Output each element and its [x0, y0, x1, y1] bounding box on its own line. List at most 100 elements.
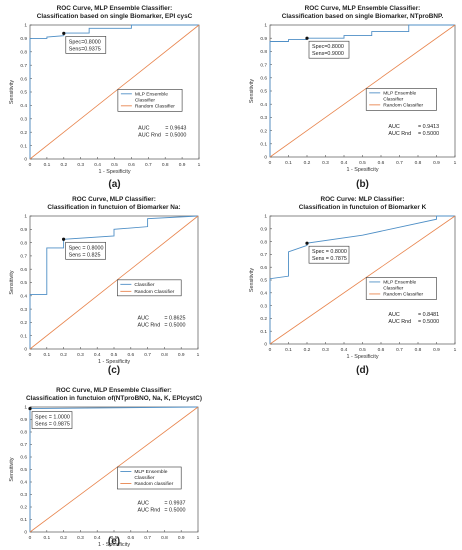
chart-title: ROC Curve, MLP Ensemble Classifier: [305, 5, 421, 12]
auc-value: = 0.8481 [418, 312, 439, 318]
random-classifier-line [29, 24, 200, 160]
y-tick-label: 0.4 [260, 291, 267, 297]
y-tick-label: 0 [264, 155, 267, 161]
x-tick-label: 1 [198, 162, 201, 168]
panel-caption: (b) [356, 179, 369, 190]
annotation-box [308, 245, 350, 264]
x-tick-label: 0.8 [161, 352, 168, 358]
y-tick-label: 0.6 [20, 76, 27, 82]
x-tick-label: 0 [29, 352, 32, 358]
chart-subtitle: Classification in functuion of(NTproBNO,… [26, 395, 202, 402]
y-tick-label: 0.3 [20, 492, 27, 498]
y-tick-label: 0.1 [260, 329, 267, 335]
y-tick-label: 0.4 [260, 102, 267, 108]
x-tick-label: 0.5 [111, 352, 118, 358]
auc-rnd-value: = 0.5000 [418, 319, 439, 325]
auc-rnd-label: AUC Rnd [388, 131, 411, 137]
annotation-sens: Sens = 0.9875 [35, 422, 70, 428]
x-tick-label: 0.4 [94, 535, 101, 541]
y-tick-label: 0.4 [20, 294, 27, 300]
legend-box [117, 279, 182, 297]
x-tick-label: 0.9 [178, 535, 185, 541]
roc-panel-1: ROC Curve, MLP Ensemble Classifier:Class… [9, 5, 201, 190]
y-tick-label: 0.9 [260, 227, 267, 233]
x-tick-label: 0.4 [94, 352, 101, 358]
y-tick-label: 0 [24, 157, 27, 163]
auc-rnd-label: AUC Rnd [388, 319, 411, 325]
x-axis-label: 1 - Spesificity [346, 167, 378, 173]
y-tick-label: 0.9 [260, 36, 267, 42]
y-tick-label: 0.4 [20, 103, 27, 109]
x-tick-label: 0.5 [111, 535, 118, 541]
y-tick-label: 0.7 [260, 62, 267, 68]
legend-box [365, 277, 437, 300]
auc-label: AUC [388, 124, 399, 130]
x-tick-label: 0.8 [162, 162, 169, 168]
x-tick-label: 0.7 [145, 162, 152, 168]
y-tick-label: 0.6 [20, 455, 27, 461]
chart-subtitle: Classification based on single Biomarker… [37, 13, 193, 20]
auc-rnd-value: = 0.5000 [165, 133, 186, 139]
x-tick-label: 0.6 [378, 347, 385, 353]
auc-label: AUC [138, 501, 149, 507]
y-tick-label: 0.3 [260, 115, 267, 121]
y-axis-label: Sensitivity [9, 270, 15, 295]
auc-rnd-label: AUC Rnd [138, 133, 161, 139]
x-tick-label: 0.7 [396, 347, 403, 353]
y-axis-label: Sensitivity [9, 80, 15, 105]
chart-title: ROC Curve, MLP Classifier: [72, 196, 156, 203]
x-tick-label: 0.5 [359, 160, 366, 166]
y-tick-label: 0.5 [260, 278, 267, 284]
y-tick-label: 0.9 [20, 417, 27, 423]
x-axis-label: 1 - Spesificity [346, 354, 378, 360]
x-tick-label: 0.2 [304, 160, 311, 166]
x-tick-label: 0.4 [341, 347, 348, 353]
y-tick-label: 0.6 [20, 267, 27, 273]
chart-title: ROC Curve, MLP Ensemble Classifier: [56, 387, 172, 394]
auc-rnd-label: AUC Rnd [138, 323, 161, 329]
auc-rnd-value: = 0.5000 [418, 131, 439, 137]
x-tick-label: 0.2 [60, 535, 67, 541]
operating-point-marker [62, 237, 66, 241]
legend-label: Random Classifier [134, 289, 174, 295]
x-tick-label: 0.5 [111, 162, 118, 168]
y-tick-label: 0.8 [260, 239, 267, 245]
auc-rnd-label: AUC Rnd [138, 508, 161, 514]
x-tick-label: 0.8 [415, 347, 422, 353]
x-tick-label: 0 [269, 347, 272, 353]
y-tick-label: 1 [24, 405, 27, 411]
roc-panel-4: ROC Curve: MLP Classifier:Classification… [249, 196, 457, 376]
annotation-sens: Sens = 0.7875 [312, 256, 347, 262]
y-tick-label: 0.6 [260, 76, 267, 82]
y-tick-label: 1 [264, 23, 267, 29]
x-tick-label: 0.3 [77, 162, 84, 168]
x-tick-label: 1 [197, 352, 200, 358]
x-tick-label: 0.6 [128, 162, 135, 168]
y-tick-label: 0.7 [20, 442, 27, 448]
y-tick-label: 0.3 [20, 117, 27, 123]
x-axis-label: 1 - Spesificity [98, 542, 130, 548]
operating-point-marker [305, 36, 309, 40]
y-tick-label: 0.6 [260, 265, 267, 271]
y-tick-label: 0.7 [20, 63, 27, 69]
roc-curve-line [269, 24, 455, 157]
annotation-box [308, 40, 350, 59]
y-tick-label: 0.1 [20, 333, 27, 339]
y-tick-label: 0.7 [20, 254, 27, 260]
annotation-spec: Spec=0.8000 [69, 39, 101, 45]
x-tick-label: 0.9 [178, 352, 185, 358]
y-tick-label: 0.9 [20, 227, 27, 233]
y-tick-label: 0.8 [20, 430, 27, 436]
y-tick-label: 0.5 [20, 467, 27, 473]
y-tick-label: 0.2 [20, 505, 27, 511]
x-tick-label: 0.6 [127, 352, 134, 358]
x-tick-label: 0.3 [322, 347, 329, 353]
annotation-box [65, 241, 106, 260]
random-classifier-line [269, 24, 456, 158]
auc-value: = 0.9413 [418, 124, 439, 130]
legend-label: MLP Ensemble Classifier [134, 469, 167, 481]
x-tick-label: 0 [29, 535, 32, 541]
legend-box [117, 89, 183, 112]
y-tick-label: 1 [24, 214, 27, 220]
